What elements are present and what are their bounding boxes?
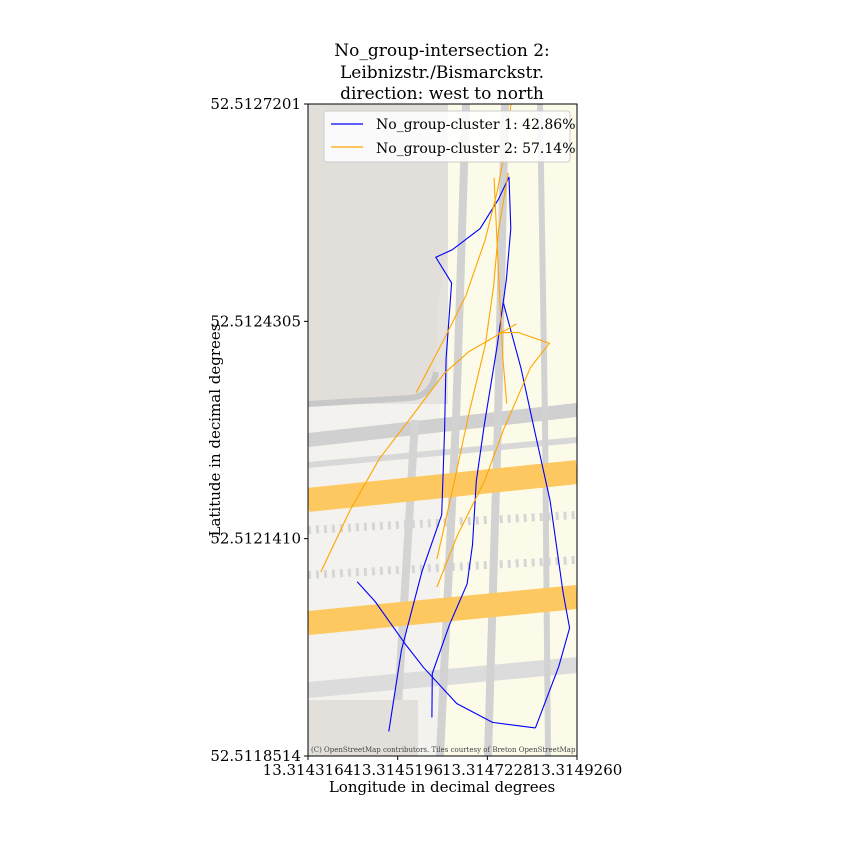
chart-title: No_group-intersection 2: Leibnizstr./Bis… bbox=[334, 41, 550, 104]
title-line-3: direction: west to north bbox=[340, 84, 544, 104]
basemap-road-grey-4 bbox=[308, 511, 577, 534]
track-cluster-2-2 bbox=[436, 331, 551, 588]
y-tick-label: 52.5124305 bbox=[210, 312, 301, 330]
basemap-main-road-2 bbox=[308, 585, 577, 635]
basemap-road-grey-5 bbox=[308, 556, 577, 579]
legend: No_group-cluster 1: 42.86% No_group-clus… bbox=[323, 110, 576, 163]
basemap-building-curve bbox=[308, 104, 448, 404]
track-cluster-2-3 bbox=[436, 172, 509, 560]
basemap-grey-patch bbox=[308, 700, 418, 756]
y-axis-label: Latitude in decimal degrees bbox=[206, 323, 224, 536]
track-cluster-2-1 bbox=[320, 323, 517, 573]
basemap-road-vertical-2 bbox=[484, 104, 509, 756]
tracks-layer bbox=[320, 104, 571, 732]
title-line-2: Leibnizstr./Bismarckstr. bbox=[340, 63, 544, 83]
map-attribution: (C) OpenStreetMap contributors. Tiles co… bbox=[311, 746, 597, 754]
basemap-road-grey-2 bbox=[308, 403, 577, 447]
y-tick-label: 52.5121410 bbox=[210, 530, 301, 548]
track-cluster-1-1 bbox=[356, 581, 536, 729]
basemap-road-vertical-1 bbox=[436, 104, 470, 756]
x-tick-label: 13.3145196 bbox=[352, 761, 443, 779]
track-cluster-1-3 bbox=[388, 176, 512, 732]
x-tick-label: 13.3147228 bbox=[442, 761, 533, 779]
basemap-road-vertical-3 bbox=[537, 104, 551, 756]
track-cluster-2-5 bbox=[493, 177, 508, 404]
basemap: (C) OpenStreetMap contributors. Tiles co… bbox=[308, 104, 597, 756]
legend-box bbox=[323, 110, 571, 163]
x-tick-label: 13.3149260 bbox=[532, 761, 623, 779]
plot-frame bbox=[307, 103, 578, 757]
legend-label-cluster-1: No_group-cluster 1: 42.86% bbox=[376, 117, 576, 133]
legend-label-cluster-2: No_group-cluster 2: 57.14% bbox=[376, 141, 576, 157]
title-line-1: No_group-intersection 2: bbox=[334, 41, 550, 61]
y-tick-label: 52.5127201 bbox=[210, 95, 301, 113]
basemap-road-grey-1 bbox=[308, 371, 439, 407]
basemap-road-grey-3 bbox=[308, 437, 577, 468]
y-axis: 52.5118514 52.5121410 52.5124305 52.5127201 bbox=[210, 95, 308, 765]
x-axis-label: Longitude in decimal degrees bbox=[329, 778, 555, 796]
x-tick-label: 13.3143164 bbox=[263, 761, 354, 779]
track-cluster-1-2 bbox=[502, 303, 571, 729]
y-tick-label: 52.5118514 bbox=[210, 747, 301, 765]
